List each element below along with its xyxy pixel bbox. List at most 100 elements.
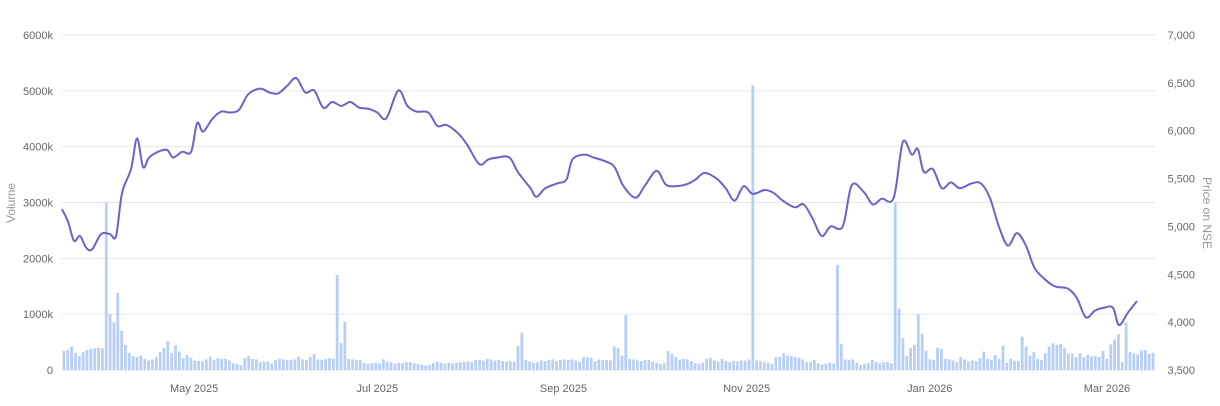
volume-bar: [755, 360, 759, 370]
volume-bar: [397, 362, 401, 370]
volume-bar: [793, 357, 797, 370]
volume-bar: [432, 363, 435, 370]
volume-bar: [405, 362, 408, 370]
volume-bar: [655, 362, 658, 370]
left-tick-label: 2000k: [23, 253, 53, 265]
volume-bar: [435, 361, 439, 371]
volume-bar: [416, 363, 420, 370]
volume-bar: [820, 364, 824, 370]
volume-bar: [816, 363, 820, 370]
volume-bar: [120, 330, 124, 370]
volume-bar: [797, 357, 801, 370]
volume-bar: [682, 358, 685, 370]
volume-bar: [143, 358, 147, 370]
x-tick-label: Sep 2025: [540, 383, 587, 395]
volume-bar: [366, 363, 370, 370]
volume-bar: [1059, 343, 1063, 370]
volume-bar: [612, 346, 616, 370]
volume-bar: [151, 359, 154, 370]
volume-bar: [166, 340, 170, 370]
volume-bar: [147, 360, 150, 370]
volume-bar: [686, 359, 689, 370]
x-axis-ticks: May 2025 Jul 2025 Sep 2025 Nov 2025 Jan 2026…: [170, 383, 1130, 395]
volume-bar: [582, 357, 585, 370]
volume-bar: [670, 353, 674, 370]
volume-bar: [774, 357, 778, 370]
right-tick-label: 5,500: [1167, 174, 1195, 186]
volume-bar: [705, 358, 709, 370]
volume-bar: [243, 358, 247, 370]
volume-bar: [131, 356, 135, 370]
volume-bar: [1113, 339, 1116, 370]
volume-bar: [863, 363, 866, 370]
volume-bar: [247, 356, 251, 370]
volume-bar: [589, 357, 593, 370]
volume-bar: [651, 361, 655, 371]
volume-bar: [393, 363, 397, 370]
left-tick-label: 6000k: [23, 30, 53, 42]
volume-bar: [1101, 351, 1105, 370]
volume-bar: [801, 359, 805, 370]
volume-bar: [1013, 360, 1016, 370]
right-axis-title: Price on NSE: [1200, 177, 1214, 249]
volume-bar: [1009, 358, 1013, 370]
volume-bar: [124, 344, 127, 371]
volume-bar: [293, 359, 297, 370]
right-tick-label: 5,000: [1167, 221, 1195, 233]
volume-bar: [689, 361, 693, 370]
volume-bar: [104, 202, 108, 370]
right-axis-ticks: 3,500 4,000 4,500 5,000 5,500 6,000 6,500 7,000: [1167, 30, 1195, 377]
volume-bar: [1047, 346, 1051, 370]
volume-bar: [374, 362, 378, 370]
volume-bar: [312, 353, 316, 370]
volume-bar: [1070, 353, 1074, 370]
volume-bar: [62, 351, 66, 370]
volume-bar: [331, 358, 335, 370]
volume-bar: [162, 347, 166, 370]
volume-bar: [258, 362, 262, 370]
volume-bar: [493, 360, 497, 370]
volume-bar: [959, 357, 963, 370]
volume-bars: [62, 85, 1155, 371]
volume-bar: [1067, 353, 1070, 370]
volume-bar: [512, 361, 516, 371]
volume-bar: [1016, 361, 1020, 370]
volume-bar: [262, 361, 266, 371]
volume-bar: [378, 363, 381, 370]
volume-bar: [127, 353, 131, 370]
volume-bar: [254, 359, 258, 370]
volume-bar: [355, 359, 358, 370]
volume-bar: [928, 359, 932, 370]
volume-bar: [870, 359, 874, 370]
volume-bar: [1151, 352, 1155, 370]
volume-bar: [343, 321, 347, 370]
volume-bar: [532, 362, 535, 370]
price-line-group: [61, 76, 1138, 327]
volume-bar: [643, 359, 647, 370]
volume-bar: [1109, 344, 1113, 370]
volume-bar: [501, 361, 505, 370]
volume-bar: [281, 359, 285, 370]
volume-bar: [408, 362, 412, 370]
volume-bar: [659, 363, 662, 370]
volume-bar: [201, 361, 204, 370]
volume-bar: [570, 359, 574, 370]
volume-bar: [97, 347, 100, 370]
volume-bar: [324, 358, 328, 370]
volume-bar: [813, 359, 816, 370]
volume-bar: [216, 358, 220, 370]
volume-bar: [789, 356, 793, 370]
volume-bar: [458, 362, 462, 370]
volume-bar: [1040, 359, 1043, 370]
right-tick-label: 7,000: [1167, 30, 1195, 42]
volume-bar: [412, 363, 416, 370]
left-axis-ticks: 0 1000k 2000k 3000k 4000k 5000k 6000k: [23, 30, 53, 377]
volume-bar: [385, 361, 389, 371]
volume-bar: [89, 348, 93, 370]
volume-bar: [963, 359, 966, 370]
volume-bar: [101, 348, 104, 370]
volume-bar: [181, 358, 185, 370]
volume-bar: [1136, 354, 1140, 370]
volume-bar: [620, 355, 624, 370]
